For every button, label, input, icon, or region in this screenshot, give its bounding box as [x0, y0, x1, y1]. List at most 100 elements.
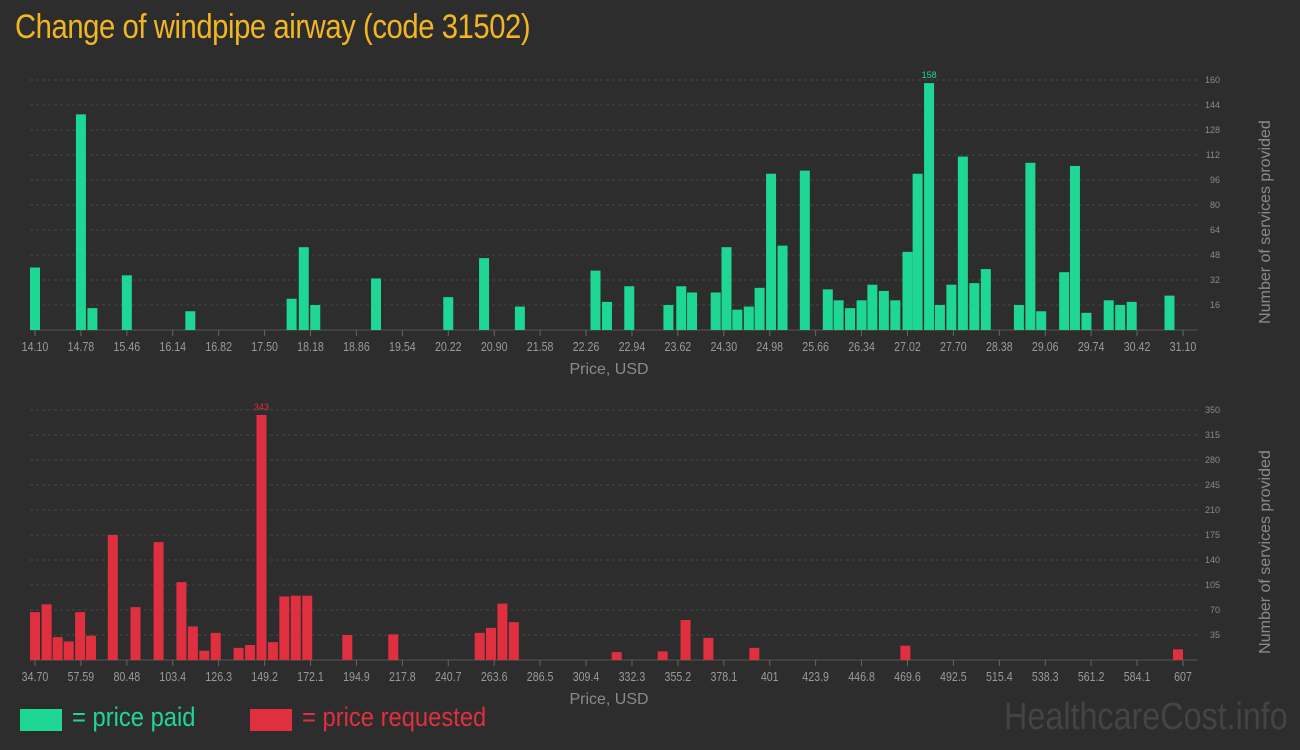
y-tick-label: 245: [1205, 480, 1220, 490]
bar: [687, 292, 698, 330]
bar: [52, 637, 63, 660]
x-tick-label: 194.9: [343, 669, 370, 684]
x-tick-label: 27.70: [940, 339, 967, 354]
bar: [485, 627, 496, 660]
x-tick-label: 30.42: [1124, 339, 1151, 354]
x-tick-label: 332.3: [619, 669, 646, 684]
x-tick-label: 309.4: [573, 669, 600, 684]
x-tick-label: 355.2: [665, 669, 692, 684]
bar: [497, 603, 508, 660]
bar: [900, 645, 911, 660]
x-tick-label: 20.90: [481, 339, 508, 354]
x-tick-label: 469.6: [894, 669, 921, 684]
bar: [290, 595, 301, 660]
bar: [474, 632, 485, 660]
x-tick-label: 126.3: [205, 669, 232, 684]
x-tick-label: 23.62: [665, 339, 692, 354]
bar: [957, 156, 968, 330]
bar: [676, 286, 687, 330]
bar: [1059, 272, 1070, 330]
x-tick-label: 149.2: [251, 669, 278, 684]
bar: [443, 297, 454, 330]
bar: [121, 275, 132, 330]
bar: [1013, 305, 1024, 330]
bar: [199, 650, 210, 660]
bar: [912, 173, 923, 330]
bar: [153, 542, 164, 660]
x-tick-label: 492.5: [940, 669, 967, 684]
x-tick-label: 515.4: [986, 669, 1013, 684]
y-tick-label: 128: [1205, 125, 1220, 135]
y-tick-label: 175: [1205, 530, 1220, 540]
bar: [508, 622, 519, 660]
bar: [1036, 311, 1047, 330]
bar: [890, 300, 901, 330]
bar: [267, 642, 278, 660]
peak-value-label: 158: [922, 70, 937, 80]
bar: [286, 298, 297, 330]
bar: [732, 309, 743, 330]
y-tick-label: 144: [1205, 100, 1220, 110]
bar: [845, 308, 856, 330]
bar: [766, 173, 777, 330]
bar: [1069, 165, 1080, 330]
bar: [298, 247, 309, 330]
bar: [210, 632, 221, 660]
x-tick-label: 25.66: [802, 339, 829, 354]
bar: [867, 284, 878, 330]
bar: [1025, 162, 1036, 330]
legend-paid-swatch: [20, 709, 62, 731]
y-tick-label: 315: [1205, 430, 1220, 440]
bar: [302, 595, 313, 660]
y-tick-label: 350: [1205, 405, 1220, 415]
y-tick-label: 280: [1205, 455, 1220, 465]
bar: [799, 170, 810, 330]
watermark: HealthcareCost.info: [1004, 696, 1288, 738]
bar: [777, 245, 788, 330]
peak-value-label: 343: [254, 402, 269, 412]
bar: [30, 267, 40, 330]
x-tick-label: 22.26: [573, 339, 600, 354]
bar: [1115, 305, 1126, 330]
bar: [969, 283, 980, 330]
bar: [980, 269, 991, 330]
bar: [611, 652, 622, 660]
y-tick-label: 96: [1210, 175, 1220, 185]
bar: [130, 607, 141, 660]
bar: [342, 635, 353, 660]
x-tick-label: 378.1: [710, 669, 737, 684]
bar: [85, 635, 96, 660]
x-tick-label: 57.59: [68, 669, 95, 684]
bar: [721, 247, 732, 330]
bar: [279, 596, 290, 660]
x-tick-label: 20.22: [435, 339, 462, 354]
x-tick-label: 286.5: [527, 669, 554, 684]
bar: [754, 287, 765, 330]
bar: [87, 308, 98, 330]
y-tick-label: 48: [1210, 250, 1220, 260]
y-axis-title: Number of services provided: [1257, 120, 1274, 324]
x-tick-label: 217.8: [389, 669, 416, 684]
x-tick-label: 19.54: [389, 339, 416, 354]
bar: [710, 292, 721, 330]
bar: [388, 634, 399, 660]
bar: [924, 83, 935, 330]
x-tick-label: 18.18: [297, 339, 324, 354]
y-tick-label: 80: [1210, 200, 1220, 210]
bar: [185, 311, 196, 330]
bar: [1164, 295, 1175, 330]
x-tick-label: 584.1: [1124, 669, 1151, 684]
bar: [107, 535, 118, 660]
bar: [1081, 312, 1092, 330]
y-tick-label: 35: [1210, 630, 1220, 640]
page-title: Change of windpipe airway (code 31502): [15, 8, 531, 46]
x-tick-label: 80.48: [114, 669, 141, 684]
bar: [245, 645, 256, 660]
bar: [902, 251, 913, 330]
bar: [833, 300, 844, 330]
bar: [1103, 300, 1114, 330]
bar: [590, 270, 601, 330]
legend-paid-label: = price paid: [72, 702, 196, 732]
bar: [30, 612, 40, 660]
